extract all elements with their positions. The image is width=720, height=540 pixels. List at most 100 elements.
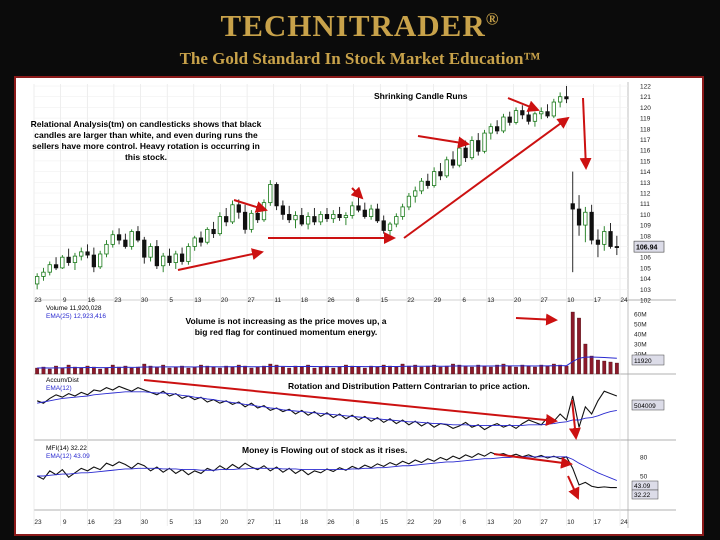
x-tick-bottom-5: 5 (169, 519, 173, 526)
x-tick-bottom-13: 15 (381, 519, 389, 526)
mfi-tick-label-1: 50 (640, 474, 648, 481)
candle-body-4 (60, 256, 65, 269)
volume-bar-47 (331, 367, 336, 375)
price-tick-label-17: 119 (640, 116, 651, 123)
candle-body-61 (419, 180, 424, 192)
volume-bar-87 (583, 343, 588, 375)
x-tick-top-3: 23 (114, 297, 122, 304)
volume-bar-24 (186, 367, 191, 375)
candle-body-40 (287, 213, 292, 221)
candle-body-92 (614, 246, 619, 248)
volume-bar-64 (438, 366, 443, 375)
candle-body-87 (583, 211, 588, 226)
volume-bar-69 (470, 366, 474, 375)
mfi-legend-1: EMA(12) 43.09 (46, 453, 90, 460)
candle-body-10 (98, 253, 103, 268)
candle-body-82 (551, 101, 556, 117)
accum-dist-line-1 (37, 391, 617, 426)
volume-bar-76 (514, 366, 518, 375)
x-tick-bottom-1: 9 (63, 519, 67, 526)
x-tick-top-16: 6 (462, 297, 466, 304)
volume-bar-31 (230, 366, 235, 375)
candle-body-69 (469, 140, 475, 159)
x-tick-top-6: 13 (194, 297, 202, 304)
volume-tick-label-2: 40M (634, 332, 647, 339)
volume-bar-7 (79, 367, 84, 375)
arrow-mfi (493, 453, 573, 469)
volume-bar-80 (539, 364, 544, 375)
volume-bar-67 (457, 364, 462, 375)
x-tick-bottom-12: 8 (356, 519, 360, 526)
candle-body-88 (589, 211, 594, 241)
accum-dist-legend-0: Accum/Dist (46, 377, 79, 384)
volume-bar-25 (192, 366, 197, 375)
volume-bar-34 (249, 367, 254, 375)
x-tick-bottom-2: 16 (88, 519, 96, 526)
volume-tick-label-1: 30M (634, 342, 647, 349)
candle-body-71 (482, 132, 487, 152)
volume-bar-88 (589, 355, 594, 375)
volume-bar-12 (110, 364, 115, 375)
volume-bar-39 (281, 366, 285, 375)
volume-bar-58 (400, 363, 405, 375)
price-tick-label-20: 122 (640, 84, 651, 91)
volume-bar-71 (482, 365, 487, 375)
price-tick-label-4: 106 (640, 255, 651, 262)
last-price-label: 106.94 (636, 245, 658, 252)
candle-body-37 (268, 184, 273, 204)
candle-body-12 (110, 234, 115, 245)
candle-body-8 (85, 251, 90, 256)
volume-bar-6 (73, 366, 77, 375)
candle-body-76 (513, 110, 519, 123)
candle-body-15 (129, 231, 134, 247)
candle-body-18 (148, 246, 153, 258)
volume-bar-21 (167, 367, 172, 375)
candle-body-2 (47, 264, 52, 273)
price-panel: 1021031041051061071081091101111121131141… (34, 84, 665, 305)
volume-bar-35 (255, 366, 260, 375)
volume-bar-85 (570, 311, 575, 375)
volume-bar-91 (608, 361, 613, 375)
candle-body-42 (299, 215, 304, 225)
x-tick-bottom-10: 18 (301, 519, 309, 526)
price-tick-label-15: 117 (640, 137, 651, 144)
volume-bar-29 (217, 367, 222, 375)
volume-bar-42 (299, 366, 304, 375)
mfi-value-label-0: 43.09 (634, 483, 651, 490)
volume-bar-65 (444, 365, 449, 375)
x-tick-top-21: 17 (594, 297, 602, 304)
candle-body-78 (526, 114, 531, 122)
candle-body-22 (173, 253, 178, 263)
x-tick-bottom-3: 23 (114, 519, 122, 526)
x-tick-bottom-17: 13 (487, 519, 495, 526)
volume-bar-8 (85, 365, 90, 375)
volume-bar-41 (293, 365, 298, 375)
registered-mark: ® (485, 9, 500, 29)
chart-frame: 1021031041051061071081091101111121131141… (14, 76, 704, 536)
annotation-relational-analysis: Relational Analysis(tm) on candlesticks … (31, 119, 262, 162)
volume-bar-70 (476, 364, 481, 375)
x-tick-top-0: 23 (34, 297, 42, 304)
volume-bar-77 (520, 364, 525, 375)
candle-body-54 (375, 208, 380, 222)
volume-bar-27 (205, 365, 210, 375)
x-tick-top-17: 13 (487, 297, 495, 304)
x-tick-bottom-18: 20 (514, 519, 522, 526)
candle-body-3 (53, 264, 59, 269)
x-tick-top-9: 11 (274, 297, 281, 304)
volume-bar-38 (274, 364, 279, 375)
volume-legend-0: Volume 11,920,028 (46, 305, 102, 312)
volume-bar-60 (413, 364, 418, 375)
volume-bar-68 (463, 365, 468, 375)
candle-body-36 (261, 202, 267, 221)
volume-bar-44 (312, 367, 317, 375)
volume-bar-9 (91, 366, 96, 375)
candle-body-64 (438, 171, 443, 177)
volume-bar-66 (451, 363, 455, 375)
candle-body-25 (192, 237, 197, 247)
price-tick-label-6: 108 (640, 233, 651, 240)
volume-bar-79 (533, 366, 537, 375)
volume-bar-16 (136, 366, 140, 375)
